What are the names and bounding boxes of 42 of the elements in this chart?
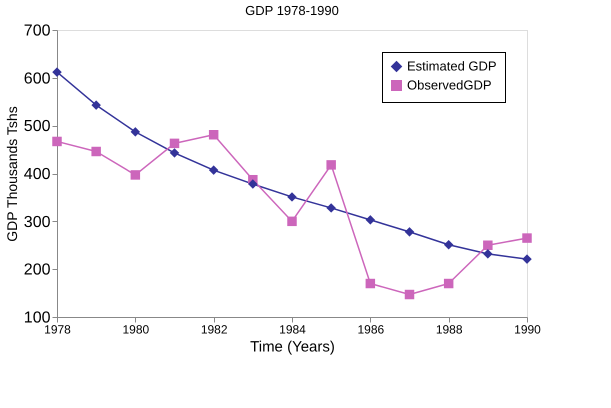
point	[404, 290, 414, 300]
x-tick-label: 1988	[436, 322, 463, 336]
legend-label: Estimated GDP	[407, 58, 497, 74]
point	[287, 192, 297, 202]
x-tick-label: 1986	[357, 322, 385, 336]
x-tick-label: 1982	[200, 322, 228, 336]
point	[130, 127, 140, 137]
point	[170, 138, 180, 148]
point	[287, 216, 297, 226]
point	[52, 136, 62, 146]
point	[208, 130, 218, 140]
point	[208, 165, 218, 175]
point	[248, 179, 258, 189]
y-tick-label: 600	[24, 70, 51, 88]
point	[91, 100, 101, 110]
y-axis-title: GDP Thousands Tshs	[4, 106, 20, 242]
point	[170, 148, 180, 158]
point	[130, 170, 140, 180]
point	[444, 240, 454, 250]
point	[52, 67, 62, 77]
point	[366, 278, 376, 288]
y-tick-label: 300	[24, 214, 51, 231]
point	[483, 249, 493, 259]
y-tick-label: 200	[24, 262, 51, 279]
y-tick-label: 400	[24, 166, 51, 183]
point	[326, 160, 336, 170]
point	[483, 240, 493, 250]
y-tick-label: 500	[24, 118, 51, 136]
x-tick-label: 1984	[279, 322, 306, 336]
chart-title: GDP 1978-1990	[245, 3, 339, 18]
point	[522, 233, 532, 243]
x-tick-label: 1980	[122, 322, 150, 336]
legend-label: ObservedGDP	[407, 78, 492, 92]
x-axis-title: Time (Years)	[250, 338, 335, 356]
point	[326, 203, 336, 213]
y-tick-label: 700	[24, 22, 51, 40]
point	[91, 146, 101, 156]
point	[366, 215, 376, 225]
x-tick-label: 1990	[514, 322, 542, 336]
point	[522, 254, 532, 264]
point	[444, 278, 454, 288]
point	[404, 227, 414, 237]
